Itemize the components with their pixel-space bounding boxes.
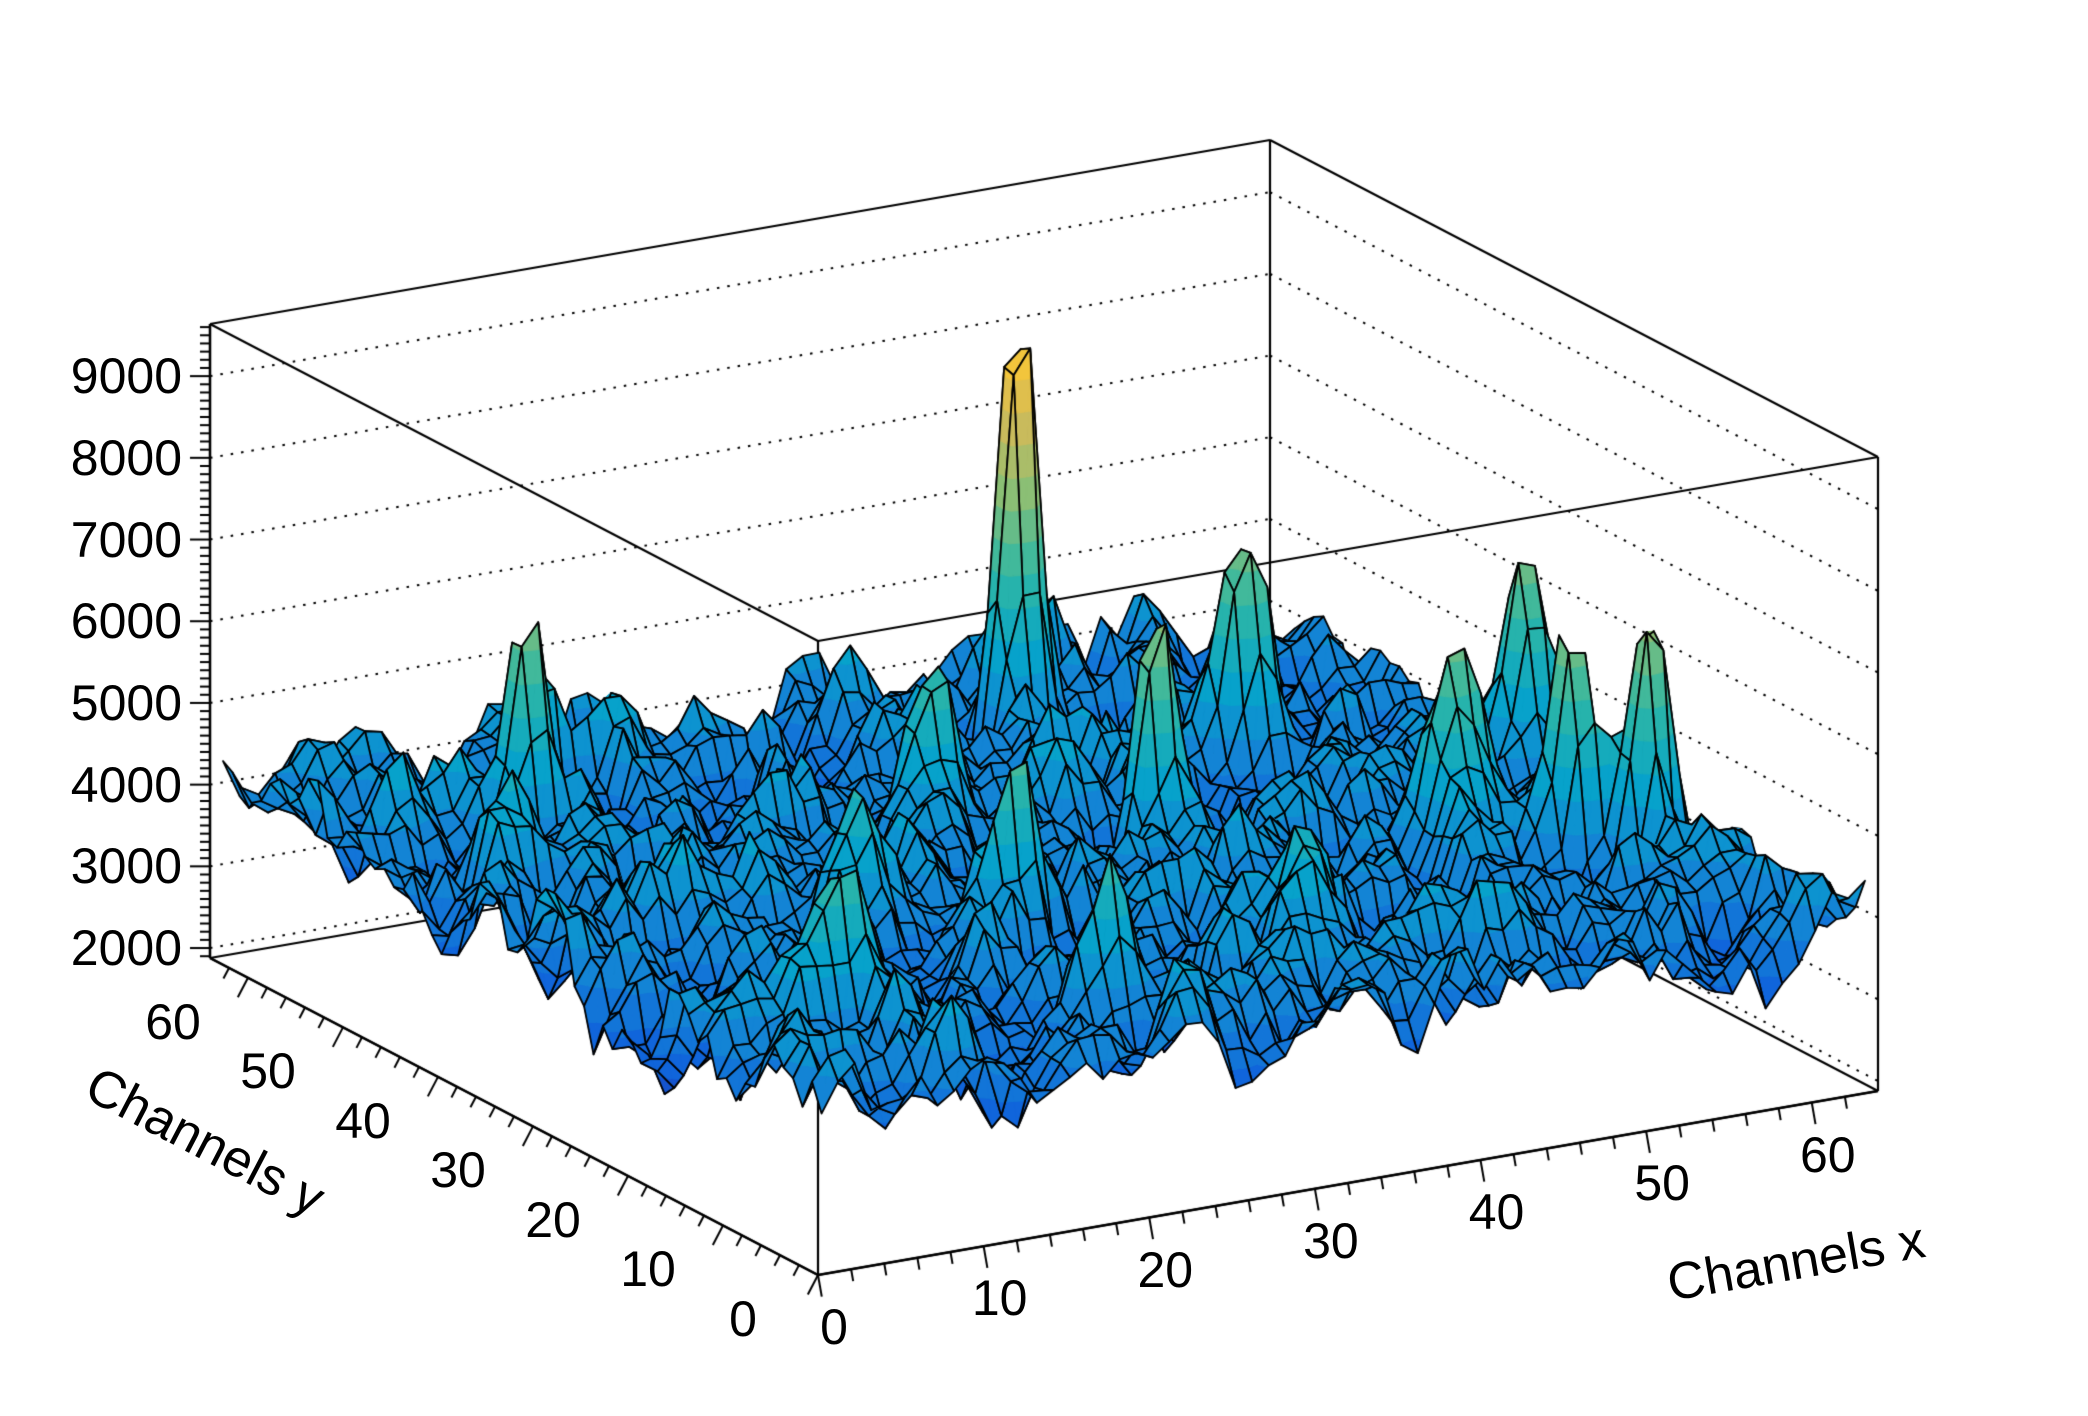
y-axis-tick-label-10: 10	[620, 1241, 676, 1298]
x-axis-tick-label-60: 60	[1799, 1126, 1856, 1183]
y-axis-tick-label-0: 0	[729, 1291, 757, 1347]
z-axis-tick-label-3000: 3000	[70, 838, 182, 895]
y-axis-tick-label-20: 20	[525, 1191, 581, 1248]
y-axis-tick-label-50: 50	[240, 1043, 296, 1100]
y-axis-tick-label-40: 40	[335, 1092, 391, 1149]
z-axis-tick-label-6000: 6000	[70, 593, 182, 650]
z-axis-tick-label-7000: 7000	[70, 511, 182, 568]
x-axis-tick-label-10: 10	[971, 1270, 1028, 1327]
x-axis-tick-label-40: 40	[1468, 1184, 1525, 1240]
x-axis-tick-label-50: 50	[1634, 1155, 1690, 1212]
z-axis-tick-label-4000: 4000	[70, 756, 182, 813]
x-axis-tick-label-30: 30	[1303, 1212, 1359, 1269]
x-axis-tick-label-20: 20	[1137, 1241, 1194, 1298]
z-axis-tick-label-2000: 2000	[70, 920, 182, 977]
z-axis-tick-label-5000: 5000	[70, 674, 182, 731]
y-axis-tick-label-60: 60	[145, 993, 201, 1050]
x-axis-tick-label-0: 0	[820, 1299, 848, 1355]
z-axis-tick-label-9000: 9000	[70, 348, 182, 405]
y-axis-tick-label-30: 30	[430, 1142, 486, 1199]
z-axis-tick-label-8000: 8000	[70, 429, 182, 486]
